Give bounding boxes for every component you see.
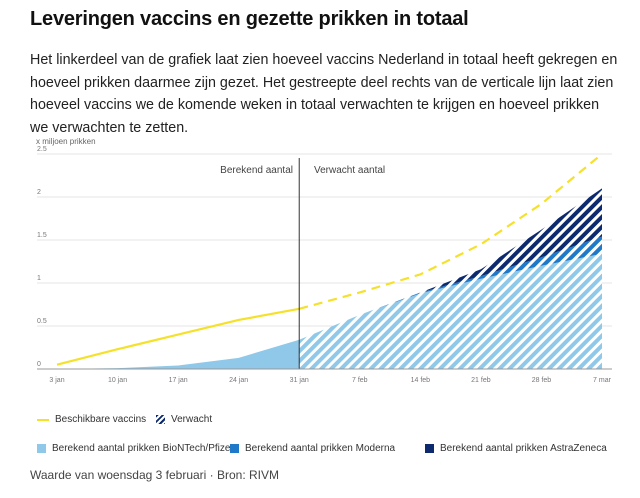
area-biontech-berekend — [57, 339, 300, 369]
y-tick-label: 2 — [37, 189, 41, 196]
square-swatch-icon — [37, 444, 46, 453]
x-tick-label: 7 feb — [352, 377, 368, 384]
chart-title: Leveringen vaccins en gezette prikken in… — [30, 8, 469, 30]
x-tick-label: 28 feb — [532, 377, 552, 384]
area-moderna-verwacht — [299, 236, 602, 340]
hatch-swatch-icon — [156, 415, 165, 424]
square-swatch-icon — [425, 444, 434, 453]
area-biontech-verwacht — [299, 253, 602, 369]
square-swatch-icon — [230, 444, 239, 453]
legend-item-moderna: Berekend aantal prikken Moderna — [230, 443, 395, 454]
y-axis-label: x miljoen prikken — [36, 137, 96, 146]
line-beschikbare-vaccins — [56, 307, 300, 366]
legend-label: Berekend aantal prikken BioNTech/Pfizer — [52, 443, 234, 454]
x-tick-label: 17 jan — [169, 377, 188, 384]
y-tick-label: 1.5 — [37, 232, 47, 239]
divider-label-left: Berekend aantal — [220, 165, 293, 176]
area-series — [57, 188, 602, 369]
y-tick-label: 1 — [37, 275, 41, 282]
line-beschikbare-vaccins-verwacht — [298, 153, 603, 310]
x-tick-label: 3 jan — [49, 377, 64, 384]
source-footer: Waarde van woensdag 3 februari · Bron: R… — [30, 468, 280, 482]
y-tick-label: 0 — [37, 361, 41, 368]
x-tick-label: 31 jan — [290, 377, 309, 384]
y-tick-label: 2.5 — [37, 146, 47, 153]
chart-svg: 0 0.5 1 1.5 2 2.5 3 jan 10 jan 17 jan 24 jan 31 ja… — [36, 137, 612, 384]
divider-label-right: Verwacht aantal — [314, 165, 385, 176]
x-tick-label: 24 jan — [229, 377, 248, 384]
y-tick-label: 0.5 — [37, 318, 47, 325]
x-tick-label: 10 jan — [108, 377, 127, 384]
legend-item-biontech: Berekend aantal prikken BioNTech/Pfizer — [37, 443, 234, 454]
x-tick-label: 21 feb — [471, 377, 491, 384]
legend-item-verwacht: Verwacht — [156, 414, 212, 425]
legend-label: Verwacht — [171, 414, 213, 425]
line-series — [56, 153, 603, 366]
legend-item-astrazeneca: Berekend aantal prikken AstraZeneca — [425, 443, 607, 454]
legend-item-beschikbare: Beschikbare vaccins — [37, 414, 146, 425]
chart-description: Het linkerdeel van de grafiek laat zien … — [30, 52, 618, 136]
x-tick-label: 14 feb — [411, 377, 431, 384]
dashed-line-swatch-icon — [37, 418, 49, 421]
axes: 0 0.5 1 1.5 2 2.5 3 jan 10 jan 17 jan 24 jan 31 ja… — [37, 146, 612, 384]
legend-label: Berekend aantal prikken AstraZeneca — [440, 443, 607, 454]
x-tick-label: 7 mar — [593, 377, 612, 384]
legend-label: Beschikbare vaccins — [55, 414, 147, 425]
legend-label: Berekend aantal prikken Moderna — [245, 443, 396, 454]
